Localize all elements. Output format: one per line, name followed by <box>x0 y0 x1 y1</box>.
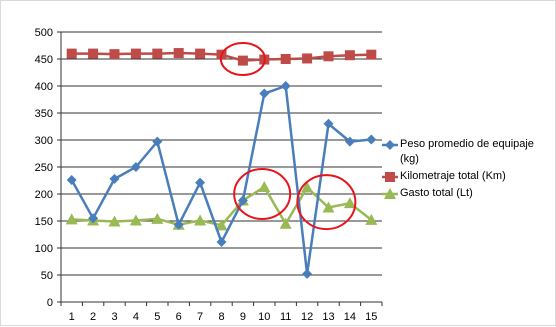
x-tick-label: 10 <box>258 311 270 323</box>
highlight-circle <box>233 168 292 220</box>
data-point <box>366 134 377 145</box>
data-point <box>322 201 335 213</box>
data-point <box>280 81 291 91</box>
x-tick-label: 9 <box>240 311 246 323</box>
y-tick-label: 50 <box>41 270 53 282</box>
legend-item: Kilometraje total (Km) <box>382 169 554 184</box>
data-point <box>280 54 291 64</box>
legend-label: Peso promedio de equipaje (kg) <box>400 138 534 165</box>
data-point <box>344 50 355 61</box>
y-tick-label: 100 <box>35 243 53 255</box>
data-point <box>109 49 120 60</box>
x-tick-label: 2 <box>90 311 96 323</box>
legend-label: Gasto total (Lt) <box>400 187 473 199</box>
data-point <box>195 48 206 59</box>
data-point <box>130 48 141 59</box>
y-tick-label: 500 <box>35 27 53 39</box>
x-tick-label: 11 <box>280 311 291 323</box>
x-tick-label: 8 <box>218 311 224 323</box>
data-point <box>194 214 207 226</box>
data-point <box>173 219 184 230</box>
legend-swatch <box>382 169 400 184</box>
x-tick-label: 5 <box>154 311 160 323</box>
x-tick-label: 3 <box>111 311 117 323</box>
y-tick-label: 250 <box>35 162 53 174</box>
data-point <box>152 136 163 147</box>
data-point <box>302 268 313 279</box>
x-tick-label: 7 <box>197 311 203 323</box>
series-3 <box>65 180 378 231</box>
data-point <box>323 118 334 129</box>
legend-swatch <box>382 137 400 152</box>
data-point <box>302 53 313 64</box>
x-tick-label: 15 <box>365 311 377 323</box>
data-point <box>130 162 141 172</box>
data-point <box>366 49 377 60</box>
highlight-circle <box>296 174 357 231</box>
x-tick-label: 12 <box>301 311 313 323</box>
data-point <box>129 214 142 226</box>
y-tick-label: 350 <box>35 108 53 120</box>
series-1 <box>66 81 377 279</box>
data-point <box>151 212 164 224</box>
data-point <box>344 136 355 147</box>
data-point <box>65 213 78 225</box>
data-point <box>215 219 228 231</box>
data-point <box>108 215 121 227</box>
data-point <box>109 173 120 184</box>
y-tick-label: 300 <box>35 135 53 147</box>
data-point <box>88 48 99 59</box>
x-tick-label: 6 <box>176 311 182 323</box>
legend-label: Kilometraje total (Km) <box>400 170 506 182</box>
x-tick-label: 4 <box>133 311 139 323</box>
axes <box>57 31 383 306</box>
y-tick-label: 0 <box>47 297 53 309</box>
data-point <box>152 48 163 59</box>
data-point <box>343 197 356 209</box>
data-point <box>301 181 314 193</box>
data-point <box>279 217 292 229</box>
data-point <box>323 51 334 62</box>
x-tick-label: 13 <box>322 311 334 323</box>
data-point <box>216 237 227 248</box>
legend-marker <box>384 188 396 199</box>
data-point <box>173 48 184 59</box>
data-point <box>237 55 248 66</box>
data-point <box>365 213 378 225</box>
data-point <box>66 48 77 59</box>
y-tick-labels: 0 50 100 150 200 250 300 350 400 450 500 <box>35 27 53 309</box>
data-point <box>88 213 99 224</box>
x-tick-label: 1 <box>69 311 75 323</box>
legend-swatch <box>382 186 400 201</box>
annotations <box>219 42 357 231</box>
data-point <box>259 88 270 99</box>
x-tick-labels: 1 2 3 4 5 6 7 8 9 10 11 12 13 14 15 <box>69 311 378 323</box>
y-tick-label: 450 <box>35 54 53 66</box>
data-point <box>66 174 77 185</box>
y-tick-label: 200 <box>35 189 53 201</box>
legend: Peso promedio de equipaje (kg) Kilometraj… <box>382 137 554 203</box>
highlight-circle <box>219 42 266 76</box>
legend-item: Gasto total (Lt) <box>382 186 554 201</box>
legend-marker <box>385 172 395 182</box>
x-tick-label: 14 <box>344 311 356 323</box>
data-point <box>195 177 206 188</box>
y-tick-label: 400 <box>35 81 53 93</box>
y-tick-label: 150 <box>35 216 53 228</box>
data-point <box>258 180 271 192</box>
legend-item: Peso promedio de equipaje (kg) <box>382 137 554 167</box>
legend-marker <box>385 140 395 150</box>
series-group <box>65 48 378 279</box>
data-point <box>237 195 248 206</box>
